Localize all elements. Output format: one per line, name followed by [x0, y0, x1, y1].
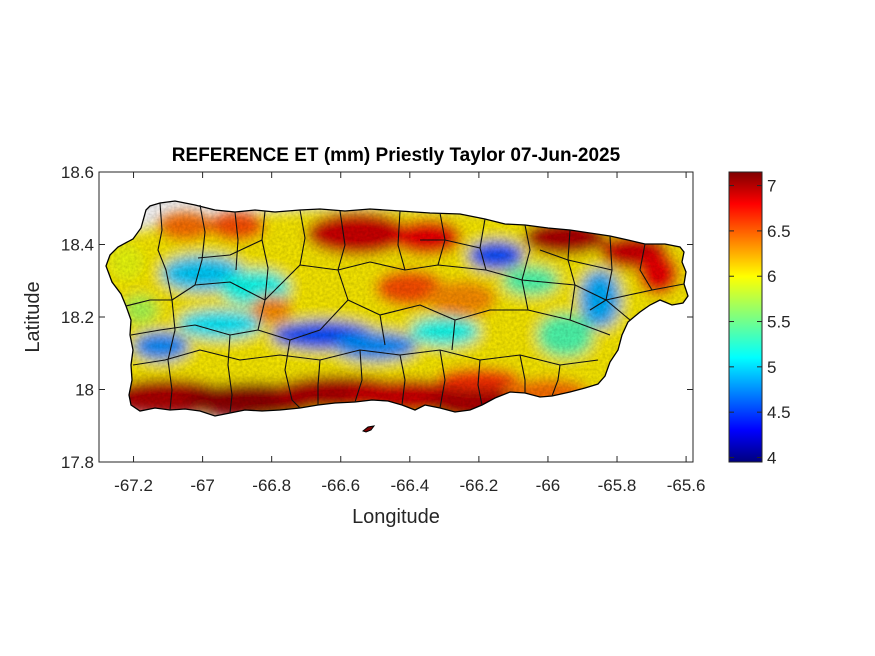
colorbar-tick-label: 6.5: [767, 222, 791, 241]
municipality-boundary: [521, 224, 531, 311]
municipality-boundary: [589, 299, 631, 321]
x-tick-label: -65.8: [598, 476, 637, 495]
y-axis-label: Latitude: [22, 281, 44, 352]
caja-de-muertos-island: [361, 425, 376, 433]
y-axis: 17.8 18 18.2 18.4 18.6: [61, 163, 693, 472]
municipality-boundary: [451, 319, 456, 351]
municipality-boundary: [317, 359, 321, 405]
x-axis: -67.2 -67 -66.8 -66.6 -66.4 -66.2 -66 -65.8 -65.…: [99, 172, 705, 495]
x-tick-label: -65.6: [667, 476, 706, 495]
x-tick-label: -67.2: [114, 476, 153, 495]
y-tick-label: 18.4: [61, 236, 94, 255]
municipality-boundary: [439, 349, 446, 409]
municipality-boundary: [551, 364, 561, 397]
municipality-boundary: [157, 202, 173, 301]
municipality-boundary: [397, 210, 406, 271]
municipality-boundary: [399, 354, 406, 406]
municipality-boundary: [477, 359, 483, 406]
municipality-boundary: [539, 249, 613, 271]
municipality-boundary: [354, 349, 363, 403]
x-tick-label: -66.6: [321, 476, 360, 495]
municipality-boundary: [197, 239, 263, 259]
municipality-boundary: [337, 210, 349, 301]
colorbar-tick-label: 5: [767, 358, 776, 377]
colorbar-tick-label: 7: [767, 177, 776, 196]
colorbar-ticks: 4 4.5 5 5.5 6 6.5 7: [729, 177, 791, 467]
municipality-boundary: [519, 354, 526, 393]
y-tick-label: 18.6: [61, 163, 94, 182]
chart-title: REFERENCE ET (mm) Priestly Taylor 07-Jun…: [172, 145, 621, 166]
municipality-boundary: [284, 339, 301, 409]
municipality-boundary: [299, 209, 306, 266]
municipality-boundary: [257, 210, 269, 331]
municipality-boundary: [167, 299, 176, 411]
municipality-boundary: [420, 239, 481, 249]
x-tick-label: -66.4: [390, 476, 429, 495]
y-tick-label: 18.2: [61, 308, 94, 327]
municipality-boundary: [639, 243, 653, 291]
y-tick-label: 18: [75, 381, 94, 400]
colorbar: [728, 171, 763, 463]
y-tick-label: 17.8: [61, 453, 94, 472]
municipality-boundary: [125, 261, 685, 307]
municipality-boundary: [194, 204, 206, 286]
x-tick-label: -67: [190, 476, 215, 495]
municipality-boundary: [227, 334, 233, 414]
island-outline: [105, 200, 689, 417]
colorbar-tick-label: 5.5: [767, 313, 791, 332]
municipality-boundaries: [125, 202, 685, 414]
x-axis-label: Longitude: [352, 506, 440, 528]
municipality-boundary: [379, 314, 386, 346]
municipality-boundary: [567, 229, 576, 321]
municipality-boundary: [234, 211, 239, 271]
colorbar-tick-label: 4: [767, 448, 776, 467]
x-tick-label: -66.2: [460, 476, 499, 495]
colorbar-tick-label: 6: [767, 267, 776, 286]
x-tick-label: -66: [536, 476, 561, 495]
colorbar-tick-label: 4.5: [767, 403, 791, 422]
municipality-boundary: [130, 299, 611, 341]
x-tick-label: -66.8: [252, 476, 291, 495]
